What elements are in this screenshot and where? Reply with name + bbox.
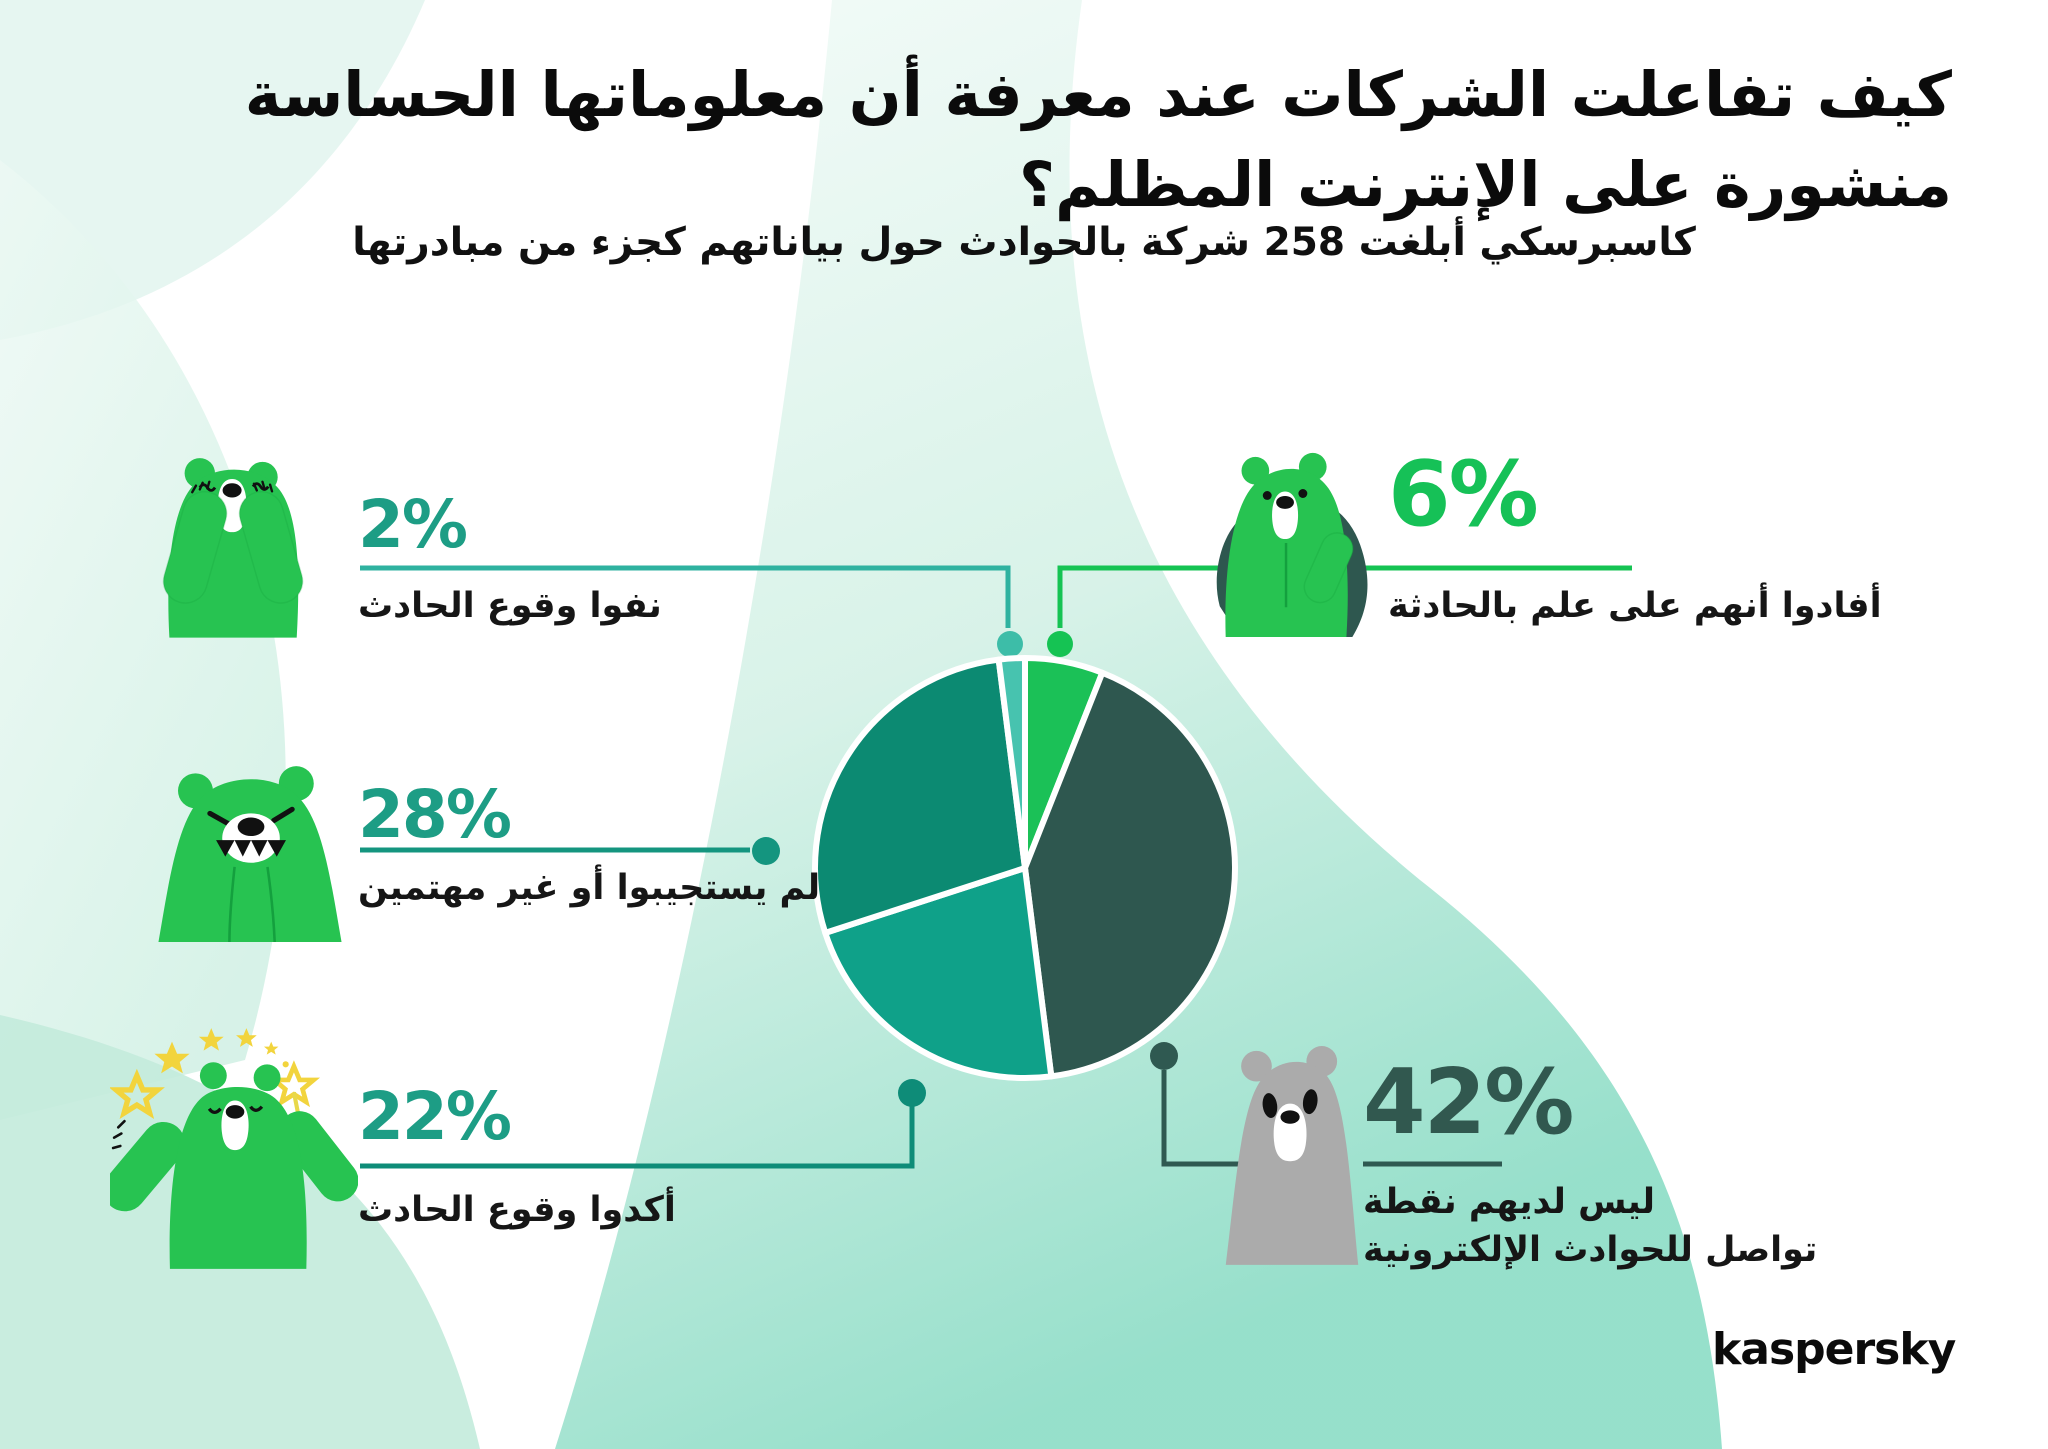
star-outline-icon (116, 1076, 157, 1113)
pie-slice-denied (995, 655, 1028, 871)
stat-aware-label: أفادوا أنهم على علم بالحادثة (1388, 586, 1882, 626)
stat-no-response-value: 28% (358, 776, 512, 853)
pie-chart (812, 655, 1238, 1081)
scared-bear-illustration (158, 766, 342, 942)
kaspersky-logo: kaspersky (1712, 1324, 1956, 1375)
celebrating-bear-illustration (110, 1028, 358, 1269)
page-title-line2: منشورة على الإنترنت المظلم؟ (1019, 148, 1952, 221)
connector-dot-confirmed (898, 1079, 926, 1107)
page-subtitle: كاسبرسكي أبلغت 258 شركة بالحوادث حول بيا… (352, 220, 1696, 265)
connector-dot-no-response (752, 837, 780, 865)
hero-bear-illustration (1216, 452, 1368, 637)
stat-no-contact-label-line1: ليس لديهم نقطة (1363, 1182, 1655, 1222)
stat-denied-value: 2% (358, 486, 468, 563)
embarrassed-bear-illustration (162, 458, 304, 638)
page-title: كيف تفاعلت الشركات عند معرفة أن معلوماته… (245, 50, 1952, 230)
star-icon (263, 1041, 279, 1055)
pie-slice-no_contact (1022, 669, 1238, 1080)
page-title-line1: كيف تفاعلت الشركات عند معرفة أن معلوماته… (244, 58, 1952, 131)
stat-confirmed-value: 22% (358, 1078, 512, 1155)
stat-confirmed-label: أكدوا وقوع الحادث (358, 1190, 676, 1230)
pie-slice-aware (1022, 655, 1106, 871)
stat-no-contact-value: 42% (1363, 1050, 1574, 1155)
gray-bear-illustration (1225, 1046, 1359, 1265)
stat-denied-label: نفوا وقوع الحادث (358, 586, 662, 626)
stat-no-contact-label-line2: تواصل للحوادث الإلكترونية (1363, 1230, 1818, 1270)
connector-dot-aware (1047, 631, 1073, 657)
pie-slice-no_response (812, 656, 1028, 936)
star-icon (198, 1028, 224, 1051)
pie-slice-confirmed (822, 865, 1055, 1081)
star-icon (154, 1041, 190, 1074)
star-icon (236, 1028, 257, 1047)
connector-dot-no-contact (1150, 1042, 1178, 1070)
stat-aware-value: 6% (1388, 442, 1539, 547)
connector-dot-denied (997, 631, 1023, 657)
stat-no-response-label: لم يستجيبوا أو غير مهتمين (358, 868, 821, 908)
